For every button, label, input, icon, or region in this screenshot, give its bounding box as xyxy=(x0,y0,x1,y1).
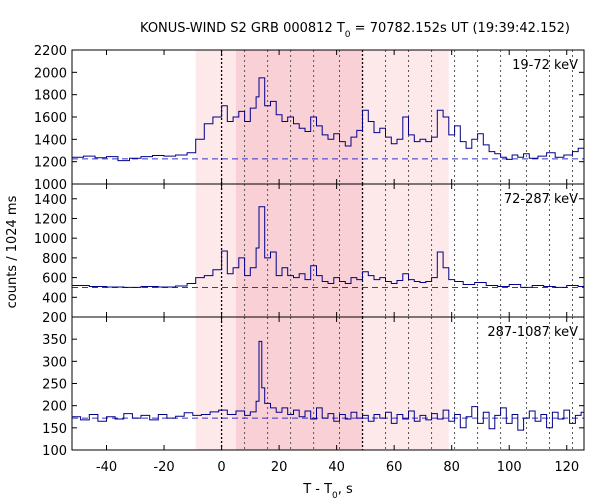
x-tick-label: 80 xyxy=(443,460,460,475)
shaded-interval-2 xyxy=(235,50,363,184)
y-tick-label: 300 xyxy=(42,355,67,370)
count-rate-series xyxy=(72,340,585,431)
y-tick-label: 350 xyxy=(42,333,67,348)
x-tick-label: 100 xyxy=(497,460,522,475)
x-tick-labels: -40 -20 0 20 40 60 80 100 120 xyxy=(96,460,579,475)
y-tick-label: 400 xyxy=(42,291,67,306)
y-tick-label: 600 xyxy=(42,272,67,287)
panel-3: 100 150 200 250 300 350 287-1087 keV xyxy=(42,316,585,459)
x-tick-label: 40 xyxy=(328,460,345,475)
y-tick-label: 2000 xyxy=(34,66,67,81)
y-axis-title: counts / 1024 ms xyxy=(5,195,20,308)
panel-2: 200 400 600 800 1000 1200 1400 72-287 keV xyxy=(34,183,585,326)
energy-band-label: 72-287 keV xyxy=(504,192,578,207)
y-tick-label: 250 xyxy=(42,378,67,393)
x-tick-label: 60 xyxy=(386,460,403,475)
x-tick-label: 0 xyxy=(217,460,225,475)
y-tick-label: 1400 xyxy=(34,193,67,208)
y-tick-label: 800 xyxy=(42,252,67,267)
x-tick-label: -20 xyxy=(153,460,174,475)
x-axis-title: T - T0, s xyxy=(302,482,353,500)
y-tick-label: 1200 xyxy=(34,212,67,227)
y-tick-label: 1200 xyxy=(34,156,67,171)
y-tick-label: 1600 xyxy=(34,111,67,126)
y-tick-label: 150 xyxy=(42,422,67,437)
count-rate-series xyxy=(72,206,585,288)
shaded-interval-2 xyxy=(235,317,363,450)
y-tick-label: 200 xyxy=(42,400,67,415)
x-tick-label: 120 xyxy=(554,460,579,475)
energy-band-label: 19-72 keV xyxy=(512,58,578,73)
y-tick-label: 2200 xyxy=(34,44,67,59)
y-tick-label: 1800 xyxy=(34,89,67,104)
y-tick-label: 1000 xyxy=(34,178,67,193)
count-rate-series xyxy=(72,77,585,162)
energy-band-label: 287-1087 keV xyxy=(487,325,578,340)
y-tick-label: 200 xyxy=(42,311,67,326)
shaded-interval-2 xyxy=(235,184,363,317)
panel-1: 1000 1200 1400 1600 1800 2000 2200 19-72 keV xyxy=(34,44,585,193)
x-tick-label: 20 xyxy=(271,460,288,475)
x-tick-label: -40 xyxy=(96,460,117,475)
y-tick-label: 100 xyxy=(42,444,67,459)
y-tick-label: 1000 xyxy=(34,232,67,247)
y-tick-label: 1400 xyxy=(34,133,67,148)
chart-title: KONUS-WIND S2 GRB 000812 T0 = 70782.152s… xyxy=(140,21,570,40)
